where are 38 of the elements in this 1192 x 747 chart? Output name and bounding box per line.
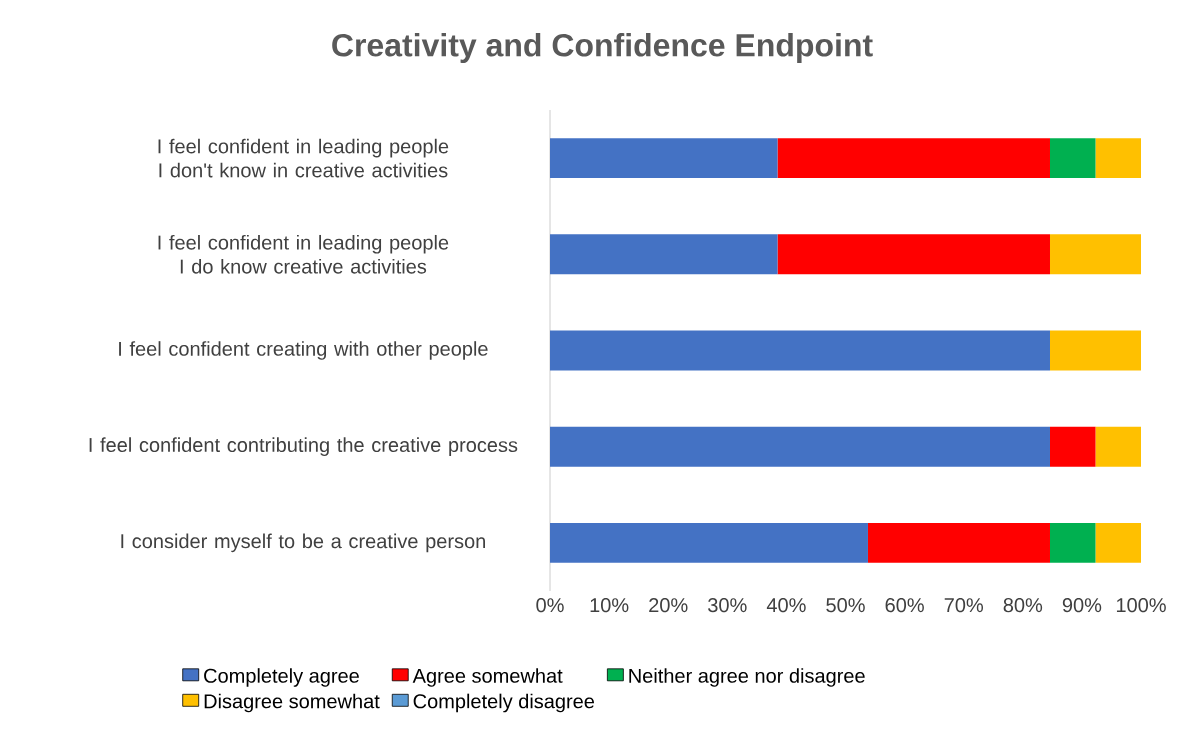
- x-tick-label: 30%: [708, 598, 747, 613]
- x-tick-label: 90%: [1062, 598, 1102, 613]
- x-tick-label: 20%: [649, 598, 688, 613]
- bar: [867, 522, 1050, 563]
- bar: [1049, 138, 1096, 179]
- y-tick-label: I feel confident in leading people I don't know in creative activities: [158, 138, 449, 178]
- x-tick-label: 0%: [536, 598, 564, 613]
- x-tick-label: 80%: [1003, 598, 1043, 613]
- legend-label: Neither agree nor disagree: [629, 668, 865, 687]
- bar: [1095, 426, 1141, 467]
- legend-label: Agree somewhat: [412, 668, 563, 687]
- bar: [1049, 330, 1141, 371]
- bar: [1049, 522, 1096, 563]
- y-tick-label: I consider myself to be a creative person: [121, 533, 485, 553]
- legend-label: Completely agree: [204, 668, 359, 687]
- bar: [1049, 426, 1096, 467]
- bar: [777, 138, 1050, 179]
- bar: [550, 138, 778, 179]
- bar: [550, 522, 868, 563]
- bar: [550, 234, 778, 275]
- chart-title: Creativity and Confidence Endpoint: [332, 33, 873, 63]
- x-tick-label: 50%: [826, 598, 865, 613]
- y-tick-label: I feel confident in leading people I do know creative activities: [158, 234, 449, 274]
- x-tick-label: 100%: [1116, 598, 1166, 613]
- y-tick-label: I feel confident contributing the creative process: [89, 437, 518, 457]
- bar: [550, 426, 1050, 467]
- x-tick-label: 10%: [590, 598, 629, 613]
- bar: [777, 234, 1050, 275]
- bar: [550, 330, 1050, 371]
- x-tick-label: 40%: [766, 598, 806, 613]
- x-tick-label: 70%: [944, 598, 984, 613]
- legend-label: Disagree somewhat: [204, 693, 380, 713]
- bar: [1095, 522, 1141, 563]
- bar: [1049, 234, 1141, 275]
- x-tick-label: 60%: [885, 598, 924, 613]
- bar: [1095, 138, 1141, 179]
- y-tick-label: I feel confident creating with other people: [119, 341, 488, 360]
- legend-label: Completely disagree: [413, 693, 595, 713]
